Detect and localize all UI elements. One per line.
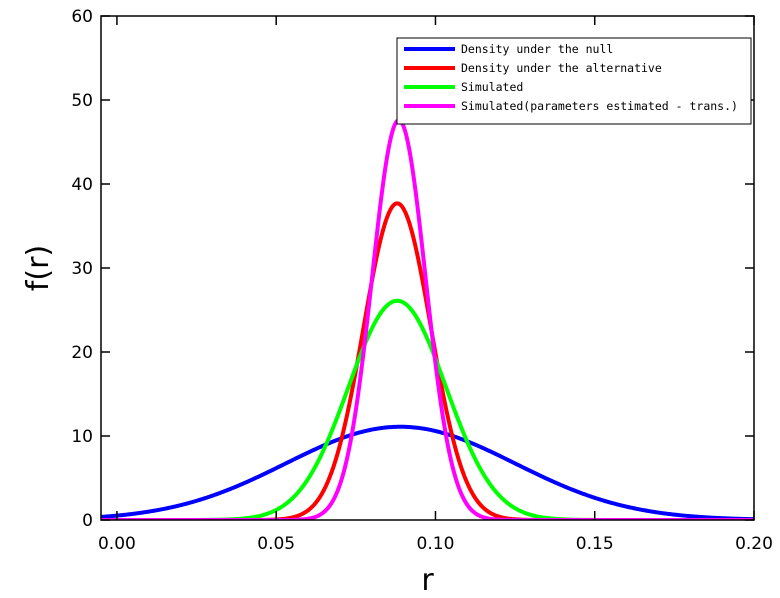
legend-entry-label: Simulated [461, 80, 523, 94]
y-tick-label: 30 [71, 259, 93, 279]
x-axis-label: r [421, 563, 434, 598]
y-tick-label: 60 [71, 7, 93, 27]
x-tick-label: 0.00 [98, 534, 136, 554]
legend-entry-label: Density under the null [461, 42, 613, 56]
series-curves [101, 118, 754, 520]
series-line-2 [101, 201, 754, 520]
legend-entry-label: Simulated(parameters estimated - trans.) [461, 99, 738, 113]
y-axis-label: f(r) [21, 245, 56, 291]
tick-labels: 0.00 0.05 0.10 0.15 0.20 0 10 20 30 40 50 60 [71, 7, 773, 554]
y-tick-label: 10 [71, 427, 93, 447]
x-tick-label: 0.05 [257, 534, 295, 554]
series-line-1 [101, 424, 754, 520]
legend: Density under the null Density under the … [396, 37, 752, 125]
series-line-4 [101, 118, 754, 520]
y-tick-label: 20 [71, 343, 93, 363]
y-tick-label: 50 [71, 91, 93, 111]
x-tick-label: 0.15 [576, 534, 614, 554]
x-tick-label: 0.20 [735, 534, 773, 554]
y-tick-label: 40 [71, 175, 93, 195]
legend-box [396, 37, 752, 125]
x-tick-label: 0.10 [417, 534, 455, 554]
legend-entry-label: Density under the alternative [461, 61, 662, 75]
series-line-3 [101, 298, 754, 520]
y-tick-label: 0 [82, 511, 93, 531]
